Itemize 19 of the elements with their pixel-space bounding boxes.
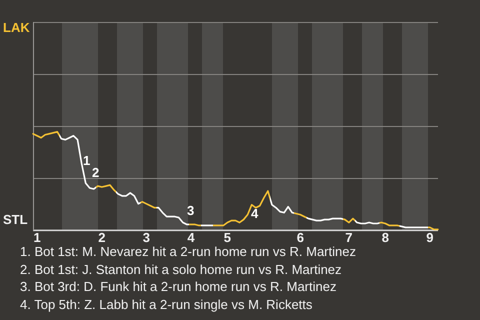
x-tick-label: 8 — [382, 230, 389, 245]
text: 2. Bot 1st: J. Stanton hit a solo home run vs R. Martinez — [20, 260, 343, 278]
x-tick-label: 9 — [426, 230, 434, 245]
text: 4. Top 5th: Z. Labb hit a 2-run single vs M. Ricketts — [20, 296, 314, 313]
x-tick-label: 2 — [98, 230, 106, 245]
annotation: 3 — [187, 203, 194, 218]
x-tick-label: 1 — [33, 230, 41, 245]
x-tick-label: 4 — [187, 230, 196, 245]
x-tick-label: 5 — [224, 230, 232, 245]
text: 1. Bot 1st: M. Nevarez hit a 2-run home run vs R. Martinez — [20, 243, 356, 260]
text: STL — [3, 212, 28, 227]
x-tick-label: 7 — [345, 230, 353, 245]
annotation: 1 — [83, 153, 90, 168]
annotation: 2 — [92, 165, 100, 180]
text: 3. Bot 3rd: D. Funk hit a 2-run home run vs R. Martinez — [20, 278, 338, 296]
x-tick-label: 3 — [142, 230, 150, 245]
text: LAK — [3, 20, 30, 35]
x-tick-label: 6 — [296, 230, 304, 245]
annotation: 4 — [251, 206, 258, 221]
